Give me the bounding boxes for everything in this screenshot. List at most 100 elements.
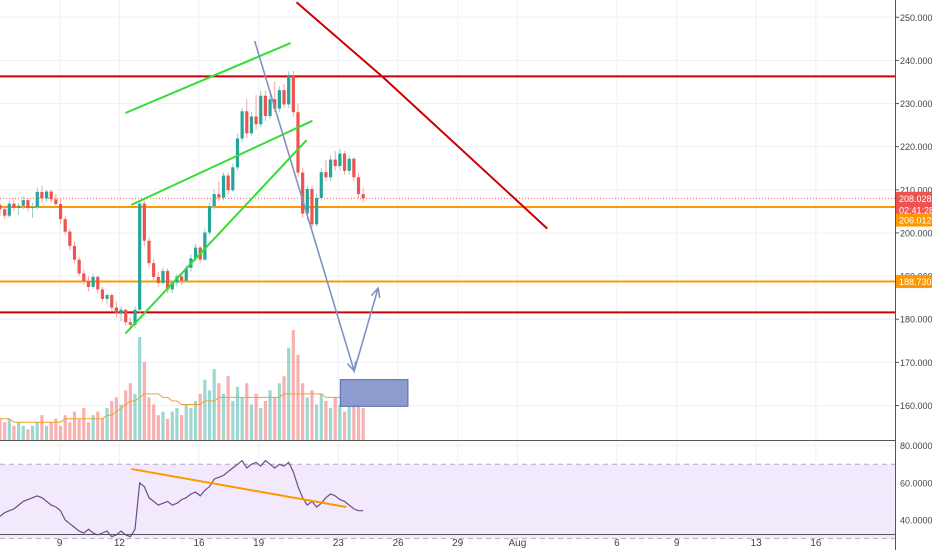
time-tick-label: Aug	[509, 538, 527, 549]
projection-drawing[interactable]	[253, 40, 409, 407]
candle-body	[170, 282, 174, 290]
volume-bar	[361, 408, 365, 440]
candle-body	[161, 270, 165, 283]
price-tag-label: 188.730	[899, 277, 932, 287]
volume-bar	[40, 415, 44, 440]
candle-body	[114, 307, 119, 314]
volume-bar	[17, 422, 21, 440]
volume-bar	[328, 408, 333, 440]
volume-bar	[179, 415, 184, 440]
candle-body	[352, 158, 356, 178]
volume-bar	[342, 411, 347, 440]
time-tick-label: 16	[193, 538, 205, 549]
candle-body	[282, 90, 286, 105]
volume-bar	[170, 411, 174, 440]
volume-bar	[110, 400, 114, 440]
rsi-band-fill	[0, 464, 895, 539]
time-tick-label: 12	[114, 538, 126, 549]
candle-body	[119, 309, 123, 314]
volume-bar	[30, 425, 35, 440]
volume-bar	[249, 404, 254, 440]
volume-bar	[184, 404, 188, 440]
time-tick-label: 26	[392, 538, 404, 549]
volume-bar	[35, 422, 39, 440]
volume-bar	[161, 411, 165, 440]
price-tag-label: 02:41:28	[899, 206, 932, 216]
candle-body	[315, 198, 319, 225]
volume-bar	[77, 418, 81, 440]
trend-line[interactable]	[124, 139, 308, 335]
trend-lines[interactable]	[124, 1, 548, 335]
candle-body	[301, 172, 305, 214]
volume-bar	[231, 400, 235, 440]
rsi-divergence-line[interactable]	[131, 467, 347, 508]
candle-body	[3, 209, 7, 216]
candle-body	[35, 191, 39, 208]
volume-bar	[301, 383, 305, 440]
price-scale[interactable]	[895, 0, 932, 550]
candle-body	[226, 175, 230, 191]
volume-bar	[21, 425, 25, 440]
volume-bar	[147, 397, 151, 440]
candle-body	[268, 99, 272, 117]
price-tick-label: 170.000	[900, 358, 932, 368]
candle-body	[30, 207, 35, 209]
volume-bar	[235, 386, 240, 440]
candle-body	[249, 116, 254, 134]
time-tick-label: 19	[253, 538, 265, 549]
candle-body	[17, 205, 21, 208]
time-tick-label: 9	[57, 538, 63, 549]
volume-bar	[119, 404, 123, 440]
volume-bar	[347, 400, 351, 440]
rsi-band-area	[0, 445, 895, 540]
volume-bar	[226, 376, 230, 440]
candle-body	[7, 203, 11, 216]
candle-body	[254, 116, 258, 125]
volume-bar	[310, 390, 314, 440]
candle-body	[338, 153, 342, 167]
volume-bar	[254, 393, 258, 440]
candle-body	[63, 219, 67, 232]
volume-bar	[12, 425, 16, 440]
volume-bar	[198, 393, 202, 440]
target-box[interactable]	[339, 379, 409, 407]
volume-bar	[128, 383, 132, 440]
candle-body	[342, 153, 347, 171]
horizontal-levels[interactable]	[0, 75, 895, 314]
price-tick-label: 180.000	[900, 315, 932, 325]
price-tag	[896, 191, 932, 205]
candle-body	[12, 203, 16, 208]
volume-bar	[305, 397, 309, 440]
volume-bar	[124, 390, 128, 440]
price-tick-label: 210.000	[900, 185, 932, 195]
volume-bar	[277, 383, 281, 440]
trend-line[interactable]	[125, 42, 291, 114]
candle-body	[263, 95, 267, 117]
volume-moving-average	[0, 393, 364, 423]
volume-bar	[138, 337, 142, 440]
candle-body	[193, 247, 198, 259]
price-tick-label: 160.000	[900, 401, 932, 411]
volume-bar	[217, 383, 221, 440]
volume-bar	[91, 415, 95, 440]
price-tag	[896, 213, 932, 227]
volume-bar	[105, 408, 109, 440]
candle-body	[54, 199, 58, 205]
candle-body	[156, 276, 160, 283]
volume-bar	[96, 411, 100, 440]
candle-body	[291, 75, 295, 113]
rsi-tick-label: 60.0000	[900, 478, 932, 488]
volume-ma-line	[0, 393, 364, 423]
candle-body	[347, 158, 351, 171]
candle-body	[152, 263, 156, 277]
candle-body	[221, 175, 226, 198]
candle-body	[44, 191, 49, 199]
volume-bar	[0, 418, 2, 440]
time-tick-labels[interactable]: 9 12 16 19 23 26 29 Aug 6 9 13 16	[57, 538, 822, 549]
volume-bar	[58, 425, 63, 440]
trend-line[interactable]	[295, 1, 548, 230]
candle-body	[184, 267, 188, 281]
volume-bar	[72, 411, 77, 440]
